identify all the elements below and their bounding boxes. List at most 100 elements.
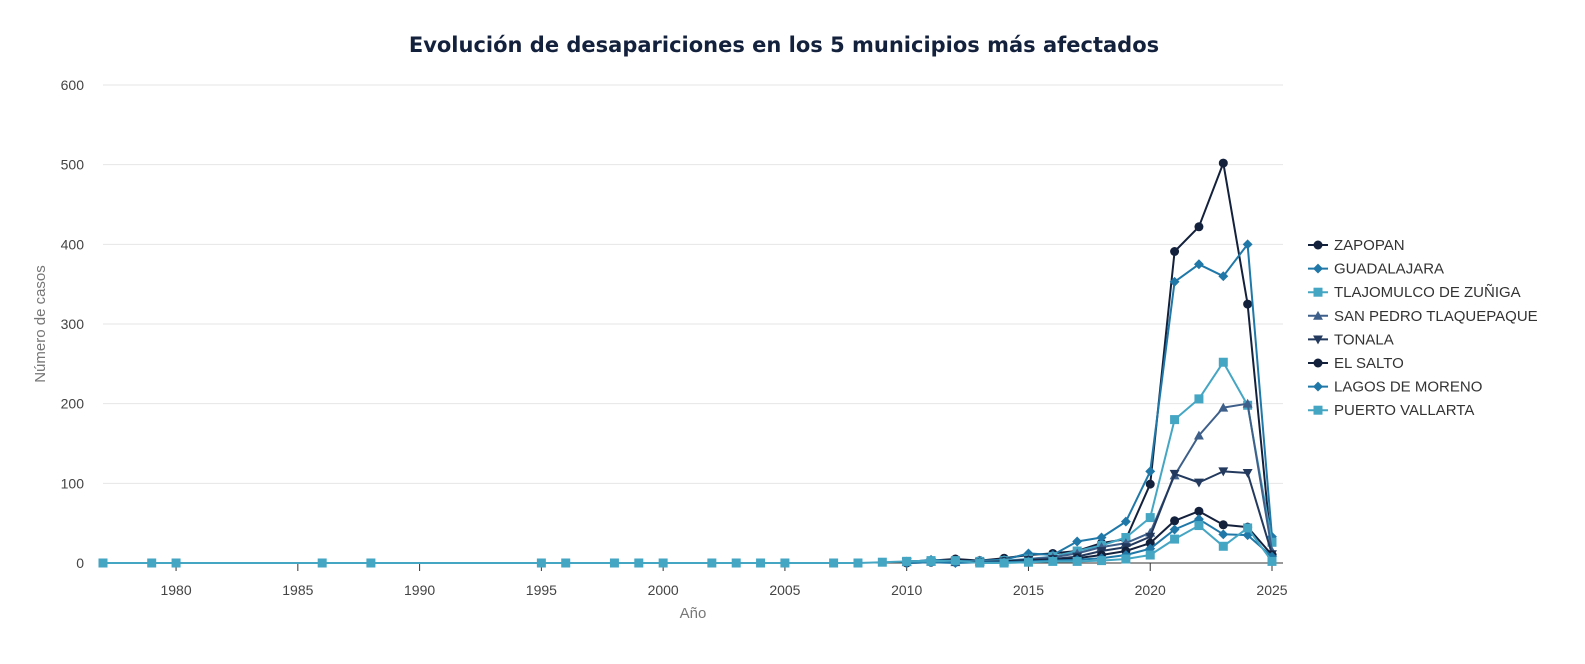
data-point[interactable] bbox=[1267, 537, 1277, 547]
data-point[interactable] bbox=[950, 556, 960, 566]
data-point[interactable] bbox=[1170, 534, 1180, 544]
data-point[interactable] bbox=[1243, 299, 1253, 309]
data-point[interactable] bbox=[1145, 466, 1156, 477]
data-point[interactable] bbox=[1194, 506, 1204, 516]
data-point[interactable] bbox=[731, 558, 741, 568]
data-point[interactable] bbox=[829, 558, 839, 568]
data-point[interactable] bbox=[707, 558, 717, 568]
data-point[interactable] bbox=[658, 558, 668, 568]
data-point[interactable] bbox=[1194, 394, 1204, 404]
data-point[interactable] bbox=[1145, 532, 1156, 542]
legend-item[interactable]: TLAJOMULCO DE ZUÑIGA bbox=[1308, 284, 1521, 301]
data-point[interactable] bbox=[1194, 222, 1204, 232]
legend-marker bbox=[1313, 263, 1323, 274]
legend-item[interactable]: PUERTO VALLARTA bbox=[1308, 402, 1474, 419]
data-point[interactable] bbox=[1218, 158, 1228, 168]
data-point[interactable] bbox=[1096, 532, 1107, 543]
legend-item[interactable]: EL SALTO bbox=[1308, 355, 1404, 372]
data-point[interactable] bbox=[1169, 524, 1180, 535]
legend-item[interactable]: GUADALAJARA bbox=[1308, 261, 1444, 278]
data-point[interactable] bbox=[147, 558, 157, 568]
data-point[interactable] bbox=[756, 558, 766, 568]
data-point[interactable] bbox=[999, 558, 1009, 568]
legend-label: EL SALTO bbox=[1334, 355, 1404, 372]
data-point[interactable] bbox=[1048, 556, 1058, 566]
data-point[interactable] bbox=[1121, 554, 1131, 564]
data-point[interactable] bbox=[98, 558, 108, 568]
data-point[interactable] bbox=[1169, 469, 1180, 479]
data-point[interactable] bbox=[1023, 557, 1033, 567]
data-point[interactable] bbox=[853, 558, 863, 568]
data-point[interactable] bbox=[561, 558, 571, 568]
data-point[interactable] bbox=[1170, 247, 1180, 257]
data-point[interactable] bbox=[877, 557, 887, 567]
data-point[interactable] bbox=[1072, 536, 1083, 547]
data-point[interactable] bbox=[1218, 271, 1229, 282]
legend-item[interactable]: ZAPOPAN bbox=[1308, 237, 1405, 254]
data-point[interactable] bbox=[1169, 276, 1180, 287]
data-point[interactable] bbox=[1145, 543, 1156, 554]
data-point[interactable] bbox=[1145, 550, 1155, 560]
data-point[interactable] bbox=[1242, 469, 1253, 478]
data-point[interactable] bbox=[1242, 398, 1253, 408]
data-point[interactable] bbox=[902, 556, 912, 566]
data-point[interactable] bbox=[1218, 357, 1228, 367]
data-point[interactable] bbox=[1267, 551, 1277, 562]
y-tick-label: 300 bbox=[61, 316, 85, 332]
series-line bbox=[906, 510, 1273, 564]
legend-marker bbox=[1313, 240, 1323, 250]
data-point[interactable] bbox=[1267, 556, 1277, 566]
data-point[interactable] bbox=[609, 558, 619, 568]
legend-item[interactable]: TONALA bbox=[1308, 331, 1394, 348]
x-tick-label: 2025 bbox=[1256, 582, 1287, 598]
y-axis-label: Número de casos bbox=[32, 265, 49, 383]
data-point[interactable] bbox=[1193, 478, 1204, 488]
data-point[interactable] bbox=[1170, 415, 1180, 425]
data-point[interactable] bbox=[1243, 523, 1253, 533]
data-point[interactable] bbox=[1145, 479, 1155, 489]
legend-label: SAN PEDRO TLAQUEPAQUE bbox=[1334, 308, 1538, 325]
data-point[interactable] bbox=[366, 558, 376, 568]
data-point[interactable] bbox=[1121, 533, 1131, 543]
x-tick-label: 2015 bbox=[1013, 582, 1044, 598]
data-point[interactable] bbox=[1170, 516, 1180, 526]
data-point[interactable] bbox=[171, 558, 181, 568]
x-tick-label: 1985 bbox=[282, 582, 313, 598]
series-group bbox=[98, 158, 1277, 568]
y-tick-label: 600 bbox=[61, 77, 85, 93]
x-tick-label: 1990 bbox=[404, 582, 435, 598]
data-point[interactable] bbox=[317, 558, 327, 568]
data-point[interactable] bbox=[1242, 239, 1253, 250]
data-point[interactable] bbox=[1218, 529, 1229, 540]
data-point[interactable] bbox=[1193, 430, 1204, 440]
data-point[interactable] bbox=[1218, 520, 1228, 530]
legend-marker bbox=[1313, 310, 1323, 320]
data-point[interactable] bbox=[1194, 521, 1204, 531]
data-point[interactable] bbox=[1120, 516, 1131, 527]
x-tick-label: 2010 bbox=[891, 582, 922, 598]
y-tick-label: 0 bbox=[76, 555, 84, 571]
data-point[interactable] bbox=[1193, 259, 1204, 270]
data-point[interactable] bbox=[926, 556, 936, 566]
data-point[interactable] bbox=[1097, 556, 1107, 566]
legend-item[interactable]: SAN PEDRO TLAQUEPAQUE bbox=[1308, 308, 1538, 325]
legend: ZAPOPAN GUADALAJARA TLAJOMULCO DE ZUÑIGA SA… bbox=[1308, 237, 1538, 419]
data-point[interactable] bbox=[975, 558, 985, 568]
legend-item[interactable]: LAGOS DE MORENO bbox=[1308, 379, 1482, 396]
data-point[interactable] bbox=[1218, 541, 1228, 551]
y-tick-label: 200 bbox=[61, 396, 85, 412]
data-point[interactable] bbox=[1145, 513, 1155, 523]
data-point[interactable] bbox=[1145, 538, 1155, 548]
data-point[interactable] bbox=[780, 558, 790, 568]
legend-label: TONALA bbox=[1334, 331, 1394, 348]
legend-marker bbox=[1313, 287, 1323, 297]
data-point[interactable] bbox=[634, 558, 644, 568]
axes: 0 100 200 300 400 500 600 1980 1985 1990 1995 2000 2… bbox=[61, 77, 1288, 598]
data-point[interactable] bbox=[1072, 556, 1082, 566]
data-point[interactable] bbox=[1218, 402, 1229, 412]
series bbox=[98, 521, 1277, 568]
legend-marker bbox=[1313, 335, 1323, 345]
data-point[interactable] bbox=[1218, 467, 1229, 477]
data-point[interactable] bbox=[536, 558, 546, 568]
